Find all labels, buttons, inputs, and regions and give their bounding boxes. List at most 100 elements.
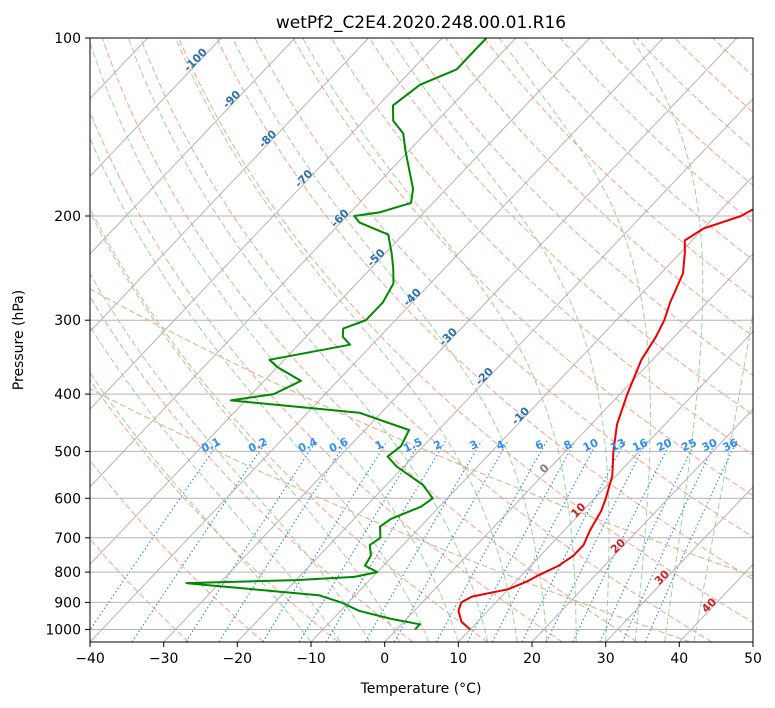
x-tick-label: −10 bbox=[296, 651, 326, 667]
x-tick-label: −20 bbox=[223, 651, 253, 667]
dry-adiabat-line bbox=[330, 38, 753, 456]
mixing-ratio-line bbox=[218, 440, 348, 642]
mixing-ratio-line bbox=[90, 440, 221, 631]
dry-adiabat-line bbox=[101, 38, 638, 642]
dry-adiabat-line bbox=[483, 38, 753, 299]
mixing-ratio-label: 3 bbox=[468, 438, 480, 453]
x-tick-label: 30 bbox=[597, 651, 615, 667]
isotherm-line bbox=[310, 175, 753, 642]
isotherm-line bbox=[384, 253, 753, 642]
dry-adiabat-label: -90 bbox=[220, 88, 243, 111]
moist-adiabat-line bbox=[90, 211, 400, 642]
isotherm-line bbox=[90, 38, 296, 255]
dry-adiabat-label: -60 bbox=[328, 206, 351, 229]
dewpoint-profile-line bbox=[185, 38, 488, 631]
isotherm-line bbox=[90, 38, 517, 488]
mixing-ratio-line bbox=[262, 440, 388, 642]
x-tick-label: 0 bbox=[380, 651, 389, 667]
mixing-ratio-line bbox=[325, 440, 447, 642]
line-labels-layer: 0.1 0.2 0.4 0.6 1 1.5 2 3 4 6 8 10 13 16 20 25 30 36-100-… bbox=[181, 45, 740, 615]
mixing-ratio-line bbox=[393, 440, 509, 642]
mixing-ratio-line bbox=[621, 440, 717, 642]
moist-adiabat-line bbox=[693, 309, 753, 642]
x-tick-label: 50 bbox=[744, 651, 762, 667]
dry-adiabat-line bbox=[90, 295, 414, 642]
mixing-ratio-label: 10 bbox=[581, 436, 601, 454]
y-tick-label: 800 bbox=[54, 565, 81, 581]
x-axis-title: Temperature (°C) bbox=[360, 681, 482, 697]
dry-adiabat-line bbox=[90, 459, 264, 642]
dry-adiabat-line bbox=[90, 379, 339, 642]
isotherm-line bbox=[90, 38, 369, 333]
dry-adiabat-label: -70 bbox=[292, 167, 315, 190]
dry-adiabat-line bbox=[140, 38, 712, 642]
y-tick-label: 500 bbox=[54, 444, 81, 460]
isotherm-line bbox=[457, 330, 753, 642]
mixing-ratio-line bbox=[521, 440, 626, 642]
isotherm-line bbox=[678, 563, 753, 642]
reference-curve bbox=[90, 288, 753, 577]
x-tick-label: 40 bbox=[670, 651, 688, 667]
y-tick-label: 700 bbox=[54, 531, 81, 547]
dry-adiabat-line bbox=[90, 207, 488, 642]
dry-adiabat-line bbox=[445, 38, 753, 337]
moist-adiabat-line bbox=[90, 137, 430, 642]
mixing-ratio-line bbox=[131, 440, 267, 642]
y-tick-label: 900 bbox=[54, 595, 81, 611]
mixing-ratio-label: 1 bbox=[373, 438, 385, 453]
dry-adiabat-line bbox=[292, 38, 753, 497]
dry-adiabat-line bbox=[598, 38, 753, 187]
dry-adiabat-line bbox=[90, 110, 563, 642]
isotherm-line bbox=[531, 408, 753, 642]
isotherm-line bbox=[236, 97, 753, 642]
dry-adiabat-line bbox=[521, 38, 753, 261]
mixing-ratio-line bbox=[185, 440, 317, 642]
moist-adiabat-line bbox=[630, 38, 704, 642]
moist-adiabat-line bbox=[90, 272, 371, 642]
temperature-profile-line bbox=[457, 208, 753, 631]
dry-adiabat-line bbox=[90, 538, 190, 642]
moist-adiabat-label: 20 bbox=[608, 536, 628, 556]
mixing-ratio-label: 0.4 bbox=[296, 435, 319, 455]
mixing-ratio-label: 2 bbox=[432, 438, 444, 453]
mixing-ratio-line bbox=[545, 440, 648, 642]
dry-adiabat-label: -10 bbox=[509, 404, 532, 427]
dry-adiabat-line bbox=[178, 38, 753, 624]
dry-adiabat-label: -30 bbox=[437, 325, 460, 348]
isotherm-line bbox=[163, 38, 738, 642]
isotherm-line bbox=[605, 486, 753, 642]
mixing-ratio-label: 0.6 bbox=[327, 435, 350, 455]
y-tick-label: 200 bbox=[54, 209, 81, 225]
y-tick-label: 600 bbox=[54, 491, 81, 507]
mixing-ratio-label: 25 bbox=[679, 436, 698, 454]
dry-adiabat-label: -80 bbox=[256, 127, 279, 150]
isotherm-line bbox=[90, 38, 443, 410]
dry-adiabat-line bbox=[407, 38, 753, 376]
mixing-ratio-line bbox=[644, 440, 738, 642]
dry-adiabat-line bbox=[636, 38, 753, 150]
dry-adiabat-line bbox=[750, 38, 753, 41]
moist-adiabat-line bbox=[232, 38, 548, 642]
dry-adiabat-line bbox=[559, 38, 753, 224]
mixing-ratio-label: 36 bbox=[721, 436, 741, 454]
x-tick-label: −40 bbox=[75, 651, 105, 667]
dry-adiabat-line bbox=[712, 38, 753, 77]
plot-frame bbox=[89, 37, 754, 643]
isotherm-line bbox=[752, 641, 753, 642]
mixing-ratio-line bbox=[435, 440, 548, 642]
moist-adiabat-line bbox=[498, 38, 651, 642]
background-lines-layer bbox=[90, 38, 753, 642]
moist-adiabat-line bbox=[90, 325, 341, 642]
y-tick-label: 400 bbox=[54, 387, 81, 403]
isotherm-line bbox=[90, 38, 664, 642]
isotherm-line bbox=[90, 38, 222, 177]
moist-adiabat-line bbox=[90, 40, 459, 642]
mixing-ratio-label: 8 bbox=[562, 438, 574, 453]
y-tick-label: 100 bbox=[54, 31, 81, 47]
y-axis-title: Pressure (hPa) bbox=[11, 290, 27, 390]
dry-adiabat-label: -20 bbox=[473, 365, 496, 388]
moist-adiabat-line bbox=[127, 38, 489, 642]
moist-adiabat-label: 10 bbox=[568, 500, 588, 520]
x-tick-label: −30 bbox=[149, 651, 179, 667]
